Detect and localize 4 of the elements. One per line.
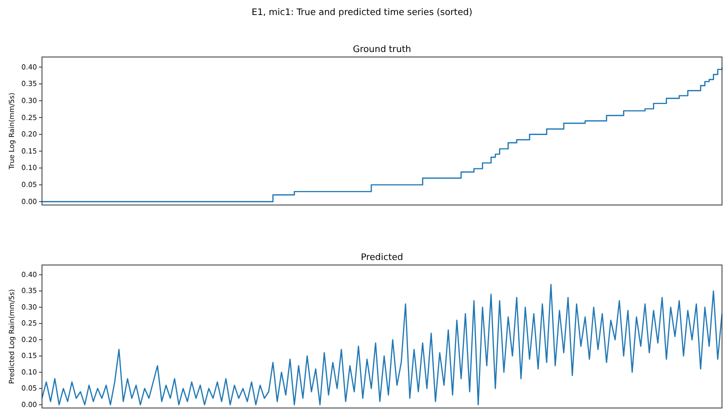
text: E1, mic1: True and predicted time series (sorted) [252, 8, 472, 18]
chart-title: Predicted [360, 253, 404, 263]
chart-title: Ground truth [352, 45, 412, 55]
line-series [41, 284, 723, 406]
